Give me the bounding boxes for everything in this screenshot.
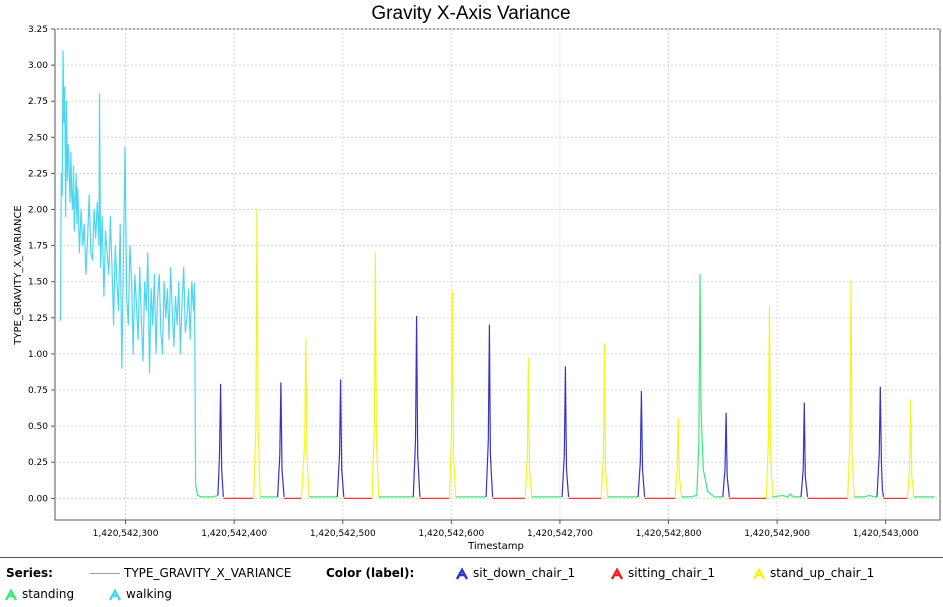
series-segment-stand-up-chair-1 (253, 208, 261, 499)
legend-item-standing: standing (4, 584, 74, 604)
legend-label: standing (22, 587, 75, 601)
x-tick-label: 1,420,543,000 (853, 529, 919, 539)
series-segment-sit-down-chair-1 (412, 315, 421, 497)
series-segment-walking (59, 50, 197, 484)
x-tick-label: 1,420,542,900 (744, 529, 810, 539)
y-tick-label: 0.00 (28, 494, 48, 504)
series-segment-sit-down-chair-1 (722, 412, 730, 497)
y-tick-label: 2.50 (28, 133, 48, 143)
series-segment-sit-down-chair-1 (876, 386, 885, 497)
series-segment-stand-up-chair-1 (600, 343, 609, 499)
legend-item-walking: walking (108, 584, 172, 604)
standing-marker-icon (4, 587, 18, 601)
y-tick-label: 2.75 (28, 97, 48, 107)
series-segment-sit-down-chair-1 (277, 382, 285, 497)
stand-up-chair-marker-icon (752, 566, 766, 580)
x-tick-label: 1,420,542,800 (636, 529, 702, 539)
series-segment-stand-up-chair-1 (371, 252, 380, 499)
chart-title: Gravity X-Axis Variance (371, 3, 570, 24)
y-tick-label: 3.25 (28, 25, 48, 35)
y-axis-ticks: 0.00 0.25 0.50 0.75 1.00 1.25 1.50 1.75 2.00 2.25… (28, 25, 55, 504)
series-segment-stand-up-chair-1 (674, 418, 683, 499)
legend-label: sit_down_chair_1 (473, 566, 576, 580)
legend-label: stand_up_chair_1 (770, 566, 875, 580)
legend-item-sit-down-chair: sit_down_chair_1 (455, 563, 575, 583)
series-line-swatch (90, 573, 120, 574)
y-tick-label: 2.25 (28, 169, 48, 179)
legend-label: walking (126, 587, 173, 601)
series-segment-sit-down-chair-1 (217, 383, 224, 497)
series-segment-sit-down-chair-1 (800, 402, 809, 497)
y-tick-label: 2.00 (28, 206, 48, 216)
legend-color-heading: Color (label): (326, 566, 415, 580)
y-tick-label: 1.50 (28, 278, 48, 288)
series-segment-stand-up-chair-1 (448, 291, 457, 499)
y-axis-label: TYPE_GRAVITY_X_VARIANCE (13, 205, 24, 345)
legend-series-name: TYPE_GRAVITY_X_VARIANCE (124, 566, 292, 580)
series-segment-stand-up-chair-1 (300, 337, 310, 499)
plot-area (54, 28, 941, 521)
y-tick-label: 0.25 (28, 458, 48, 468)
x-tick-label: 1,420,542,300 (93, 529, 159, 539)
legend: Series: TYPE_GRAVITY_X_VARIANCE Color (l… (0, 557, 943, 607)
legend-row-1: Series: TYPE_GRAVITY_X_VARIANCE Color (l… (0, 563, 943, 583)
series-lines (59, 50, 935, 499)
series-segment-sit-down-chair-1 (561, 366, 570, 497)
series-segment-standing (854, 494, 877, 498)
sitting-chair-marker-icon (610, 566, 624, 580)
series-segment-stand-up-chair-1 (847, 279, 855, 499)
x-tick-label: 1,420,542,700 (527, 529, 593, 539)
x-axis-ticks: 1,420,542,300 1,420,542,400 1,420,542,500 1… (93, 520, 919, 539)
legend-item-sitting-chair: sitting_chair_1 (610, 563, 715, 583)
y-tick-label: 0.50 (28, 422, 48, 432)
x-axis-label: Timestamp (467, 541, 524, 552)
legend-item-stand-up-chair: stand_up_chair_1 (752, 563, 874, 583)
series-segment-stand-up-chair-1 (765, 305, 774, 499)
legend-label: sitting_chair_1 (628, 566, 716, 580)
x-tick-label: 1,420,542,400 (201, 529, 267, 539)
series-segment-standing (772, 493, 801, 498)
series-segment-standing (195, 483, 219, 498)
y-tick-label: 0.75 (28, 386, 48, 396)
series-segment-stand-up-chair-1 (906, 399, 915, 499)
chart-area: Gravity X-Axis Variance 0.00 0.25 0.50 0.75… (13, 3, 941, 552)
series-segment-sit-down-chair-1 (336, 379, 345, 497)
series-segment-standing (681, 273, 723, 498)
y-tick-label: 3.00 (28, 61, 48, 71)
y-tick-label: 1.75 (28, 242, 48, 252)
legend-row-2: standing walking (0, 584, 943, 604)
sit-down-chair-marker-icon (455, 566, 469, 580)
legend-series-heading: Series: (6, 566, 53, 580)
x-tick-label: 1,420,542,500 (310, 529, 376, 539)
series-segment-sit-down-chair-1 (637, 390, 646, 497)
series-segment-sit-down-chair-1 (485, 324, 494, 497)
legend-series-entry: TYPE_GRAVITY_X_VARIANCE (90, 563, 291, 583)
walking-marker-icon (108, 587, 122, 601)
y-tick-label: 1.00 (28, 350, 48, 360)
series-segment-stand-up-chair-1 (524, 357, 533, 499)
grid-lines (55, 28, 940, 520)
x-tick-label: 1,420,542,600 (418, 529, 484, 539)
y-tick-label: 1.25 (28, 314, 48, 324)
